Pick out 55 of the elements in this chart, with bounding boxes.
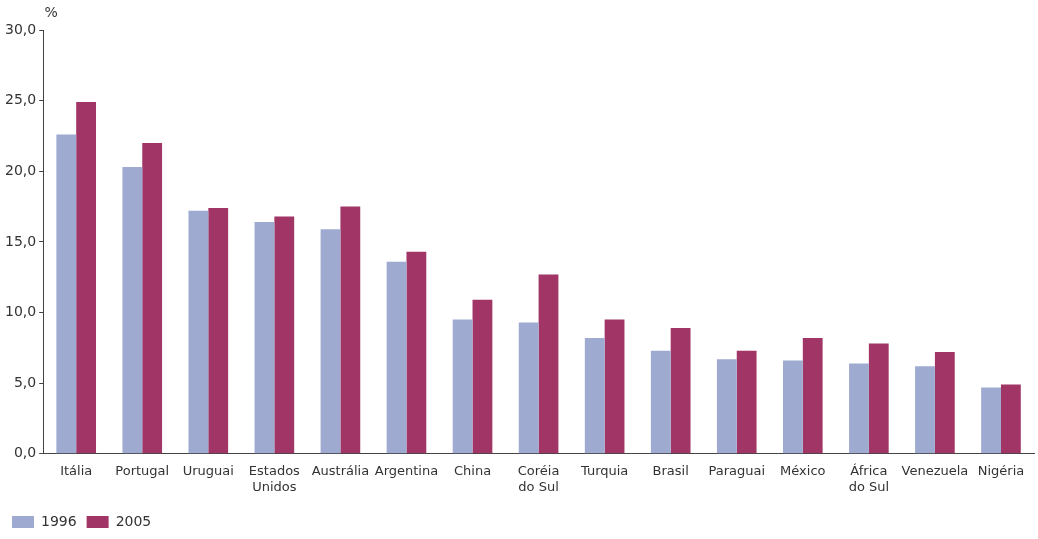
bar (122, 167, 143, 454)
bar (340, 206, 361, 454)
bar (406, 251, 427, 454)
bar (736, 350, 757, 454)
bar (142, 143, 163, 454)
bar (386, 261, 407, 454)
x-tick-label: Austrália (311, 462, 370, 478)
x-tick-label: Paraguai (708, 462, 766, 478)
bar (849, 363, 869, 454)
x-tick-label: Nigéria (977, 462, 1025, 478)
bar (208, 208, 229, 454)
bar (472, 299, 493, 454)
x-tick-label: África do Sul (848, 462, 890, 494)
y-tick-label: 0,0 (13, 444, 37, 461)
bar (274, 216, 295, 454)
y-tick-label: 25,0 (5, 91, 37, 108)
bar (254, 222, 275, 454)
bar (188, 210, 209, 454)
x-tick-label: Itália (60, 462, 93, 478)
y-tick-label: 10,0 (5, 303, 37, 320)
x-tick-label: Brasil (652, 462, 689, 478)
x-tick-label: Turquia (579, 462, 629, 478)
bar (915, 366, 935, 454)
x-tick-label: México (780, 462, 826, 478)
y-tick-label: 15,0 (5, 232, 37, 249)
bar (518, 322, 539, 454)
y-tick-label: 5,0 (13, 373, 37, 390)
bar (802, 337, 823, 454)
bar (716, 359, 737, 454)
bar (320, 229, 341, 454)
bar (56, 134, 77, 454)
x-tick-label: Estados Unidos (248, 462, 301, 494)
bar (452, 319, 473, 454)
bar (1000, 384, 1021, 454)
y-tick-label: 30,0 (5, 20, 37, 37)
x-tick-label: Uruguai (182, 462, 234, 478)
bar (782, 360, 803, 454)
x-tick-label: China (453, 462, 492, 478)
bar (934, 352, 955, 454)
legend-label: 2005 (115, 512, 152, 529)
bar (76, 102, 97, 454)
bar (538, 274, 559, 454)
y-tick-label: 20,0 (5, 161, 37, 178)
bar (650, 350, 671, 454)
x-tick-label: Portugal (115, 462, 170, 478)
bar (584, 337, 605, 454)
legend-label: 1996 (41, 512, 77, 529)
bar (604, 319, 625, 454)
x-tick-label: Venezuela (901, 462, 969, 478)
bar (868, 343, 889, 454)
bar (670, 328, 691, 454)
x-tick-label: Argentina (374, 462, 439, 478)
bar (981, 387, 1001, 454)
y-axis-title: % (44, 3, 58, 20)
x-tick-label: Coréia do Sul (517, 462, 560, 494)
